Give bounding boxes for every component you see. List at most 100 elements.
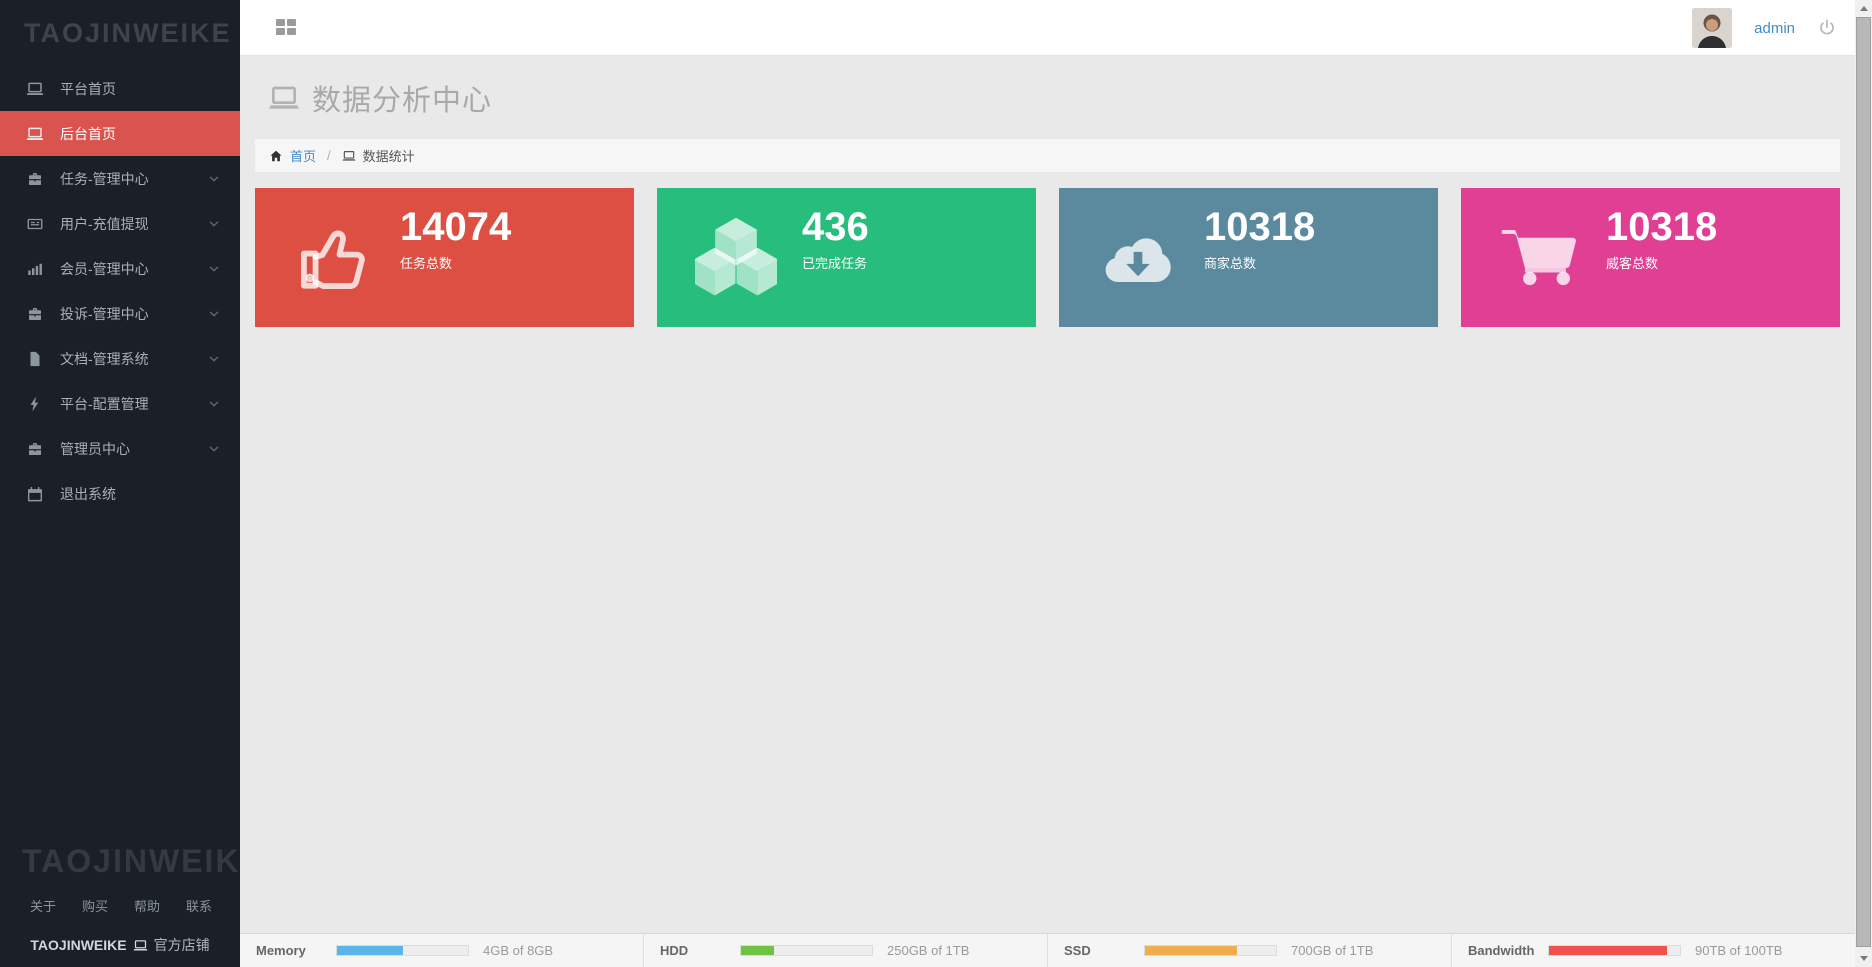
cubes-icon — [693, 214, 779, 300]
sidebar-item-admin-home[interactable]: 后台首页 — [0, 111, 240, 156]
sidebar-item-label: 退出系统 — [60, 485, 116, 502]
scroll-up-button[interactable] — [1855, 0, 1872, 17]
sidebar-item-document-system[interactable]: 文档-管理系统 — [0, 336, 240, 381]
stat-value: 14074 — [400, 205, 512, 249]
file-text-icon — [26, 350, 44, 368]
sidebar: TAOJINWEIKE 平台首页 后台首页 任务-管理中心 用户-充值提现 — [0, 0, 240, 967]
username-link[interactable]: admin — [1754, 19, 1795, 37]
hdd-progress-bar — [740, 945, 873, 956]
sidebar-item-user-recharge[interactable]: 用户-充值提现 — [0, 201, 240, 246]
briefcase-icon — [26, 440, 44, 458]
footer-link-help[interactable]: 帮助 — [134, 899, 161, 914]
sidebar-item-label: 管理员中心 — [60, 440, 130, 457]
status-label: SSD — [1064, 943, 1091, 958]
bolt-icon — [26, 395, 44, 413]
breadcrumb-current: 数据统计 — [362, 149, 415, 164]
briefcase-icon — [26, 305, 44, 323]
sidebar-item-member-center[interactable]: 会员-管理中心 — [0, 246, 240, 291]
stat-value: 436 — [802, 205, 869, 249]
chevron-down-icon — [208, 308, 220, 320]
laptop-icon — [26, 80, 44, 98]
status-label: Memory — [256, 943, 306, 958]
chevron-down-icon — [208, 443, 220, 455]
sidebar-item-logout[interactable]: 退出系统 — [0, 471, 240, 516]
status-value: 90TB of 100TB — [1695, 943, 1783, 958]
avatar[interactable] — [1692, 8, 1733, 48]
sidebar-item-label: 任务-管理中心 — [60, 170, 149, 187]
sidebar-item-complaint-center[interactable]: 投诉-管理中心 — [0, 291, 240, 336]
status-hdd: HDD 250GB of 1TB — [643, 934, 1047, 967]
status-memory: Memory 4GB of 8GB — [240, 934, 643, 967]
stat-value: 10318 — [1606, 205, 1718, 249]
topbar: admin — [240, 0, 1855, 56]
sidebar-item-label: 后台首页 — [60, 125, 116, 142]
breadcrumb-home-link[interactable]: 首页 — [290, 149, 317, 164]
sidebar-item-label: 平台-配置管理 — [60, 395, 149, 412]
chevron-down-icon — [208, 398, 220, 410]
sidebar-item-platform-home[interactable]: 平台首页 — [0, 66, 240, 111]
thumbs-up-icon — [291, 214, 377, 300]
laptop-icon — [26, 125, 44, 143]
newspaper-icon — [26, 215, 44, 233]
official-store-link[interactable]: TAOJINWEIKE 官方店铺 — [0, 935, 240, 955]
status-value: 700GB of 1TB — [1291, 943, 1374, 958]
chevron-down-icon — [208, 173, 220, 185]
chevron-down-icon — [208, 263, 220, 275]
sidebar-item-task-center[interactable]: 任务-管理中心 — [0, 156, 240, 201]
scroll-down-button[interactable] — [1855, 950, 1872, 967]
sidebar-item-label: 投诉-管理中心 — [60, 305, 149, 322]
sidebar-footer: TAOJINWEIKE 关于 购买 帮助 联系 TAOJINWEIKE 官方店铺 — [0, 843, 240, 955]
bandwidth-progress-bar — [1548, 945, 1681, 956]
sidebar-item-admin-center[interactable]: 管理员中心 — [0, 426, 240, 471]
status-value: 250GB of 1TB — [887, 943, 970, 958]
stat-label: 商家总数 — [1204, 256, 1257, 271]
status-label: HDD — [660, 943, 689, 958]
content: 数据分析中心 首页 / 数据统计 14074 任务总数 — [240, 57, 1855, 933]
stat-card-tasks-completed: 436 已完成任务 — [657, 188, 1036, 327]
status-bandwidth: Bandwidth 90TB of 100TB — [1451, 934, 1855, 967]
breadcrumb: 首页 / 数据统计 — [255, 139, 1840, 172]
breadcrumb-separator: / — [327, 148, 331, 163]
stat-card-workers-total: 10318 威客总数 — [1461, 188, 1840, 327]
shopping-cart-icon — [1497, 214, 1583, 300]
footer-links: 关于 购买 帮助 联系 — [0, 896, 240, 915]
power-icon[interactable] — [1817, 18, 1837, 38]
page-title: 数据分析中心 — [312, 85, 493, 117]
footer-link-buy[interactable]: 购买 — [82, 899, 109, 914]
stat-card-tasks-total: 14074 任务总数 — [255, 188, 634, 327]
scrollbar-thumb[interactable] — [1856, 17, 1871, 947]
main-area: admin 数据分析中心 首页 / 数据统计 14074 — [240, 0, 1855, 967]
topbar-user-area: admin — [1692, 0, 1837, 56]
vertical-scrollbar[interactable] — [1855, 0, 1872, 967]
laptop-icon — [341, 149, 356, 163]
briefcase-icon — [26, 170, 44, 188]
sidebar-item-platform-config[interactable]: 平台-配置管理 — [0, 381, 240, 426]
store-suffix: 官方店铺 — [153, 937, 210, 953]
page-header: 数据分析中心 — [240, 57, 1855, 133]
home-icon — [269, 149, 283, 163]
stat-card-merchants-total: 10318 商家总数 — [1059, 188, 1438, 327]
footer-link-about[interactable]: 关于 — [30, 899, 57, 914]
sidebar-toggle-grid-icon[interactable] — [276, 19, 296, 37]
sidebar-menu: 平台首页 后台首页 任务-管理中心 用户-充值提现 会员-管理中心 — [0, 66, 240, 516]
sidebar-item-label: 平台首页 — [60, 80, 116, 97]
stat-label: 任务总数 — [400, 256, 453, 271]
laptop-icon — [132, 938, 148, 953]
calendar-icon — [26, 485, 44, 503]
sidebar-item-label: 会员-管理中心 — [60, 260, 149, 277]
memory-progress-bar — [336, 945, 469, 956]
sidebar-item-label: 用户-充值提现 — [60, 215, 149, 232]
store-brand: TAOJINWEIKE — [30, 937, 127, 953]
footer-link-contact[interactable]: 联系 — [186, 899, 213, 914]
status-bar: Memory 4GB of 8GB HDD 250GB of 1TB SSD 7… — [240, 933, 1855, 967]
stat-cards: 14074 任务总数 436 已完成任务 10318 商家总数 — [255, 188, 1840, 327]
brand-logo: TAOJINWEIKE — [24, 18, 232, 48]
status-label: Bandwidth — [1468, 943, 1535, 958]
stat-label: 威客总数 — [1606, 256, 1659, 271]
laptop-icon — [268, 82, 300, 114]
status-value: 4GB of 8GB — [483, 943, 554, 958]
ssd-progress-bar — [1144, 945, 1277, 956]
chevron-down-icon — [208, 353, 220, 365]
sidebar-item-label: 文档-管理系统 — [60, 350, 149, 367]
